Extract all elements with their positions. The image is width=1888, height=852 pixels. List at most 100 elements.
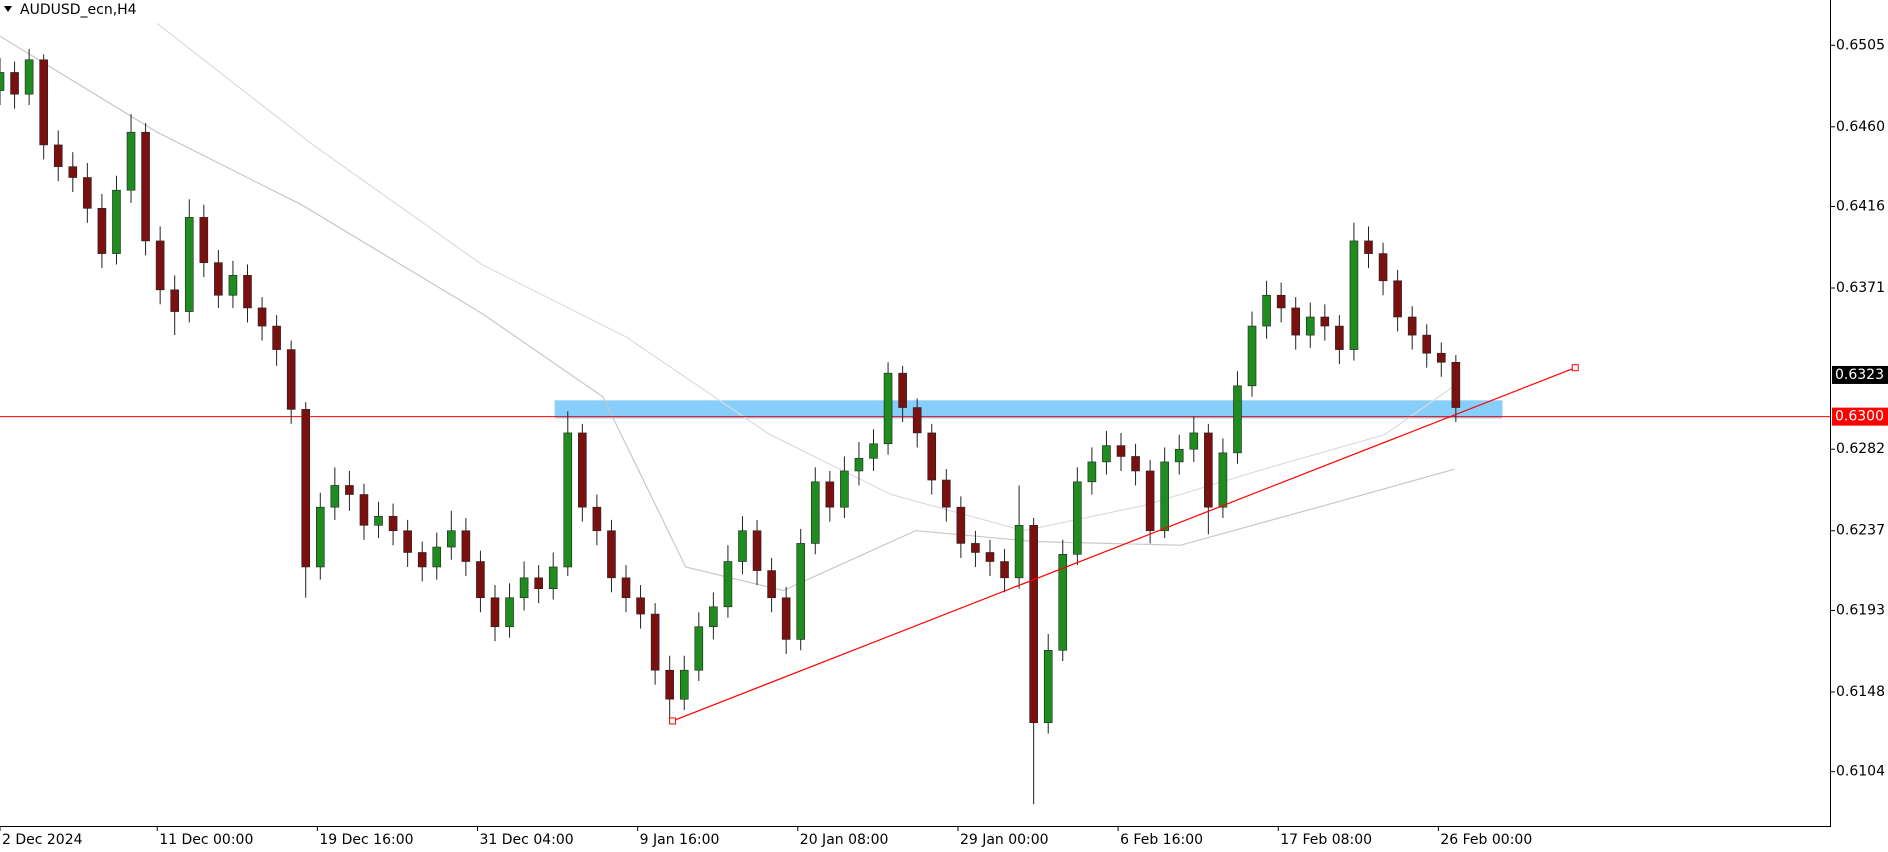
last-price-label: 0.6323: [1835, 367, 1884, 383]
candle-body: [286, 349, 296, 410]
resistance-zone: [554, 400, 1503, 419]
candle-body: [723, 561, 733, 608]
candle-body: [1276, 294, 1286, 309]
symbol-menu-arrow[interactable]: [4, 6, 12, 12]
candle-body: [505, 597, 514, 628]
candle-body: [170, 289, 180, 312]
candle-body: [1320, 316, 1330, 327]
candle-body: [388, 515, 398, 532]
candle-body: [1102, 445, 1111, 463]
candle-body: [417, 552, 427, 568]
candle-body: [1160, 461, 1169, 532]
candle-body: [447, 530, 456, 548]
candle-body: [1131, 456, 1140, 472]
y-tick-label: 0.6371: [1836, 280, 1885, 296]
candle-body: [709, 606, 718, 628]
candle-body: [548, 566, 558, 590]
candle-body: [1364, 240, 1373, 254]
x-tick-label: 9 Jan 16:00: [640, 832, 720, 848]
x-tick-label: 11 Dec 00:00: [159, 832, 253, 848]
candle-body: [39, 59, 48, 146]
candle-body: [1029, 525, 1038, 724]
candle-body: [83, 177, 92, 209]
y-tick-label: 0.6416: [1836, 199, 1885, 215]
y-tick-label: 0.6282: [1836, 441, 1885, 457]
candle-body: [869, 443, 878, 459]
candle-body: [1043, 649, 1053, 724]
candle-body: [1073, 481, 1082, 555]
candle-body: [1335, 325, 1344, 350]
candle-body: [1204, 432, 1213, 508]
y-tick-label: 0.6104: [1836, 764, 1885, 780]
candle-body: [636, 597, 645, 615]
candle-body: [607, 530, 616, 579]
candle-body: [330, 485, 340, 508]
candle-body: [126, 131, 136, 191]
candle-body: [1233, 385, 1242, 454]
trendline: [672, 367, 1576, 722]
candle-body: [578, 432, 587, 508]
x-tick-label: 31 Dec 04:00: [480, 832, 574, 848]
x-tick-label: 6 Feb 16:00: [1120, 832, 1203, 848]
candle-body: [476, 561, 485, 599]
candle-body: [825, 481, 835, 508]
candle-body: [956, 506, 966, 544]
candle-body: [315, 506, 325, 568]
candle-body: [141, 131, 150, 242]
candle-body: [345, 485, 354, 495]
level-price-box: [1832, 407, 1888, 426]
candle-body: [665, 669, 674, 700]
y-tick-label: 0.6237: [1836, 523, 1885, 539]
moving-average: [0, 35, 1455, 592]
candle-body: [1451, 361, 1461, 408]
candle-body: [927, 432, 937, 481]
candle-body: [359, 494, 369, 526]
candle-body: [1349, 240, 1359, 350]
candle-body: [155, 240, 165, 291]
candle-body: [374, 515, 383, 526]
candle-body: [24, 59, 34, 95]
level-price-label: 0.6300: [1835, 409, 1884, 425]
candle-body: [1116, 445, 1126, 457]
candle-body: [912, 407, 922, 434]
trendline-anchor: [669, 717, 677, 725]
candle-body: [767, 570, 776, 599]
candle-body: [1291, 307, 1301, 336]
candle-body: [1189, 432, 1199, 450]
candle-body: [1000, 561, 1009, 579]
x-tick-label: 20 Jan 08:00: [800, 832, 889, 848]
y-tick-label: 0.6460: [1836, 119, 1885, 135]
candle-body: [490, 597, 500, 628]
candle-body: [534, 577, 543, 590]
candle-body: [650, 613, 660, 671]
x-tick-label: 2 Dec 2024: [2, 832, 83, 848]
candle-body: [112, 189, 121, 254]
candle-body: [942, 479, 951, 508]
y-tick-label: 0.6148: [1836, 684, 1885, 700]
plot-area: [0, 23, 1830, 805]
candle-body: [68, 166, 78, 178]
candle-body: [840, 470, 849, 508]
candle-body: [738, 530, 747, 562]
candle-body: [1262, 294, 1271, 327]
candle-body: [1145, 470, 1155, 532]
candle-body: [214, 262, 223, 296]
y-tick-label: 0.6193: [1836, 602, 1885, 618]
candle-body: [752, 530, 762, 571]
candle-body: [883, 372, 893, 445]
last-price-box: [1832, 365, 1888, 384]
x-tick-label: 17 Feb 08:00: [1280, 832, 1372, 848]
trendline-anchor: [1571, 364, 1579, 372]
candle-body: [301, 409, 311, 568]
candle-body: [199, 217, 209, 263]
candle-body: [679, 669, 689, 700]
chart-title: AUDUSD_ecn,H4: [20, 2, 137, 18]
candle-body: [272, 325, 281, 350]
candle-body: [898, 372, 907, 408]
candle-body: [810, 481, 820, 544]
candle-body: [257, 307, 267, 327]
candle-body: [1378, 253, 1388, 282]
candle-body: [621, 577, 631, 599]
